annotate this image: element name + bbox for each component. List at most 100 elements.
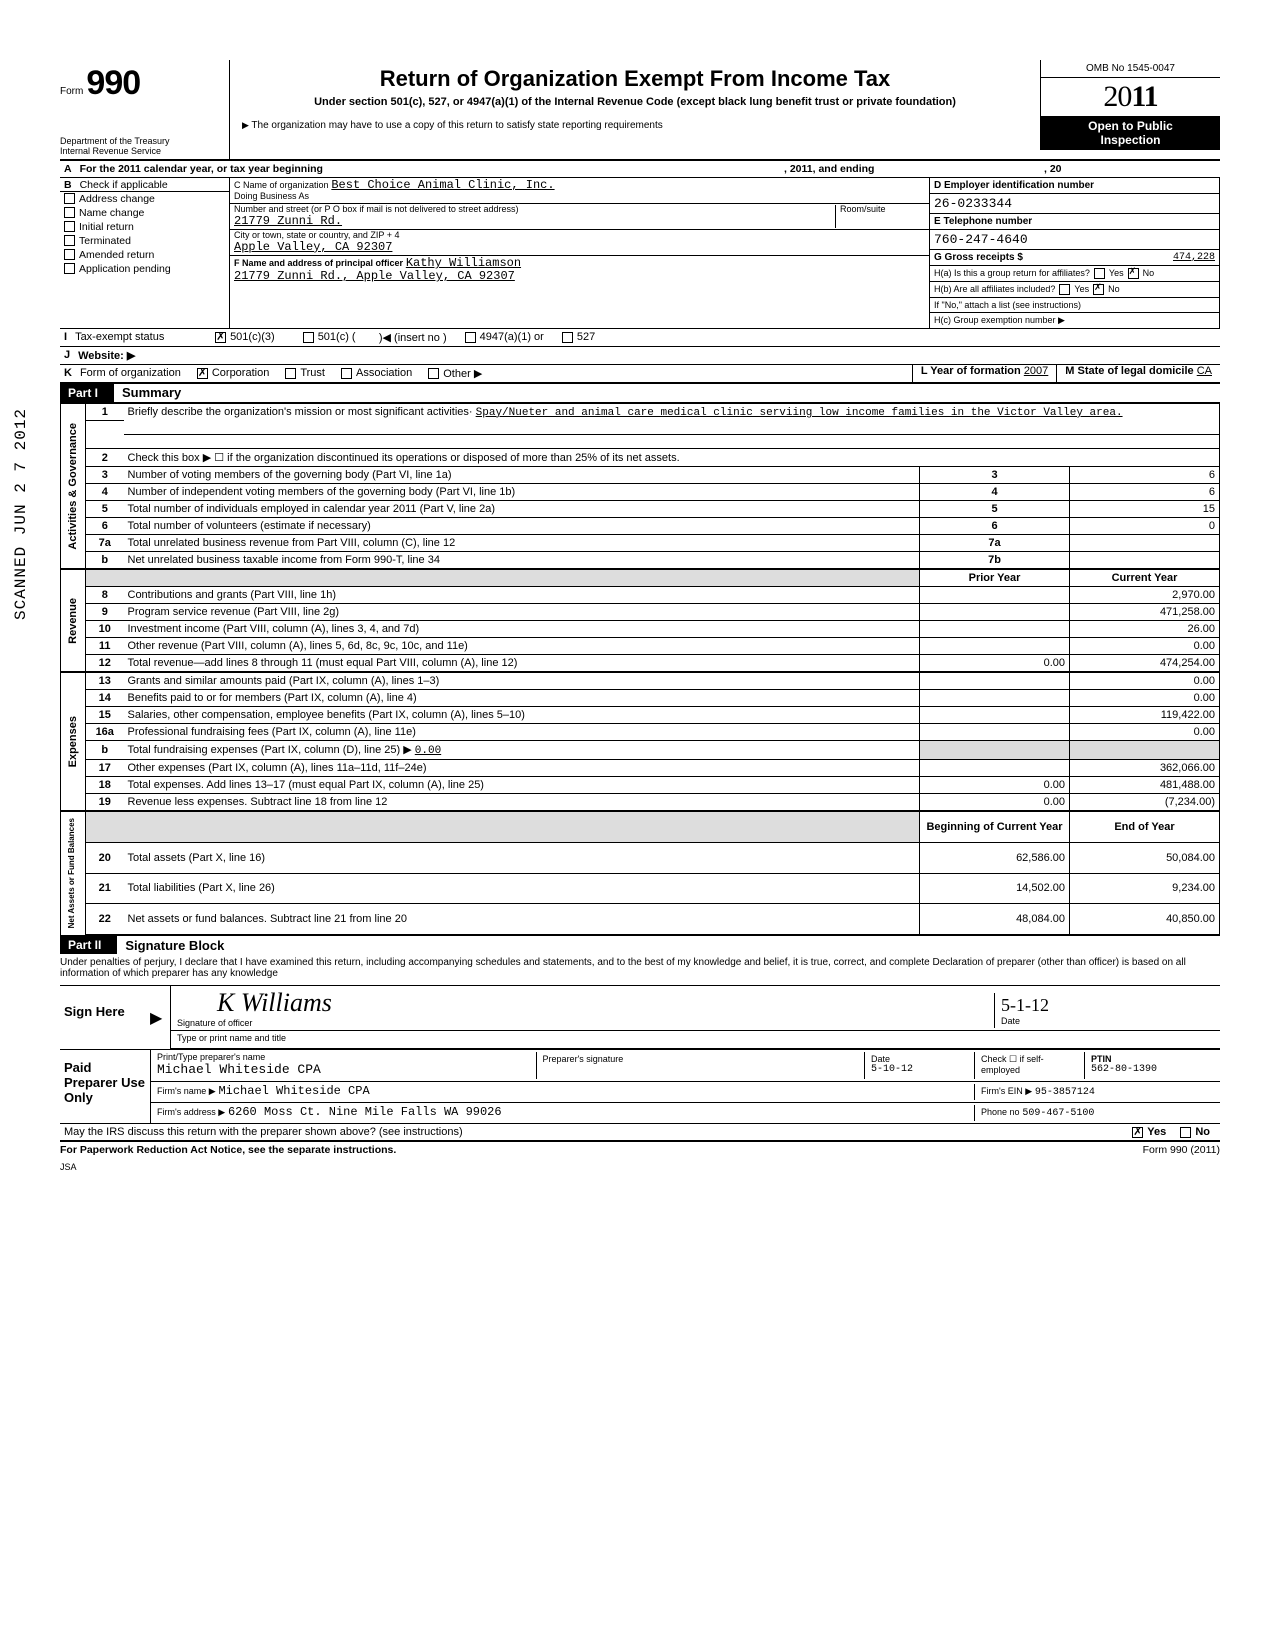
affiliates-note: If "No," attach a list (see instructions… xyxy=(930,298,1219,313)
firm-ein: 95-3857124 xyxy=(1035,1087,1095,1098)
officer-signature: K Williams xyxy=(177,988,994,1018)
line-4-desc: Number of independent voting members of … xyxy=(124,484,920,501)
line-10-current: 26.00 xyxy=(1070,621,1220,638)
vlabel-expenses: Expenses xyxy=(65,712,81,771)
line-22-desc: Net assets or fund balances. Subtract li… xyxy=(124,904,920,935)
chk-other[interactable]: Other ▶ xyxy=(424,365,486,382)
part-1-header: Part I Summary xyxy=(60,384,1220,402)
chk-501c3[interactable]: ✗ 501(c)(3) xyxy=(211,329,279,346)
chk-trust[interactable]: Trust xyxy=(281,365,329,382)
line-17-desc: Other expenses (Part IX, column (A), lin… xyxy=(124,760,920,777)
line-3-desc: Number of voting members of the governin… xyxy=(124,467,920,484)
self-employed-check[interactable]: Check ☐ if self-employed xyxy=(981,1054,1078,1075)
line-12-desc: Total revenue—add lines 8 through 11 (mu… xyxy=(124,655,920,673)
ptin-value: 562-80-1390 xyxy=(1091,1064,1208,1075)
chk-name-change[interactable]: Name change xyxy=(60,206,229,220)
officer-name: Kathy Williamson xyxy=(406,256,521,270)
row-i-tax-exempt: I Tax-exempt status ✗ 501(c)(3) 501(c) (… xyxy=(60,328,1220,347)
line-11-desc: Other revenue (Part VIII, column (A), li… xyxy=(124,638,920,655)
vlabel-revenue: Revenue xyxy=(65,594,81,648)
vlabel-governance: Activities & Governance xyxy=(65,419,81,554)
gross-receipts-label: G Gross receipts $ xyxy=(934,252,1023,263)
line-20-begin: 62,586.00 xyxy=(920,843,1070,874)
org-name: Best Choice Animal Clinic, Inc. xyxy=(331,178,554,192)
col-current-year: Current Year xyxy=(1070,569,1220,587)
line-19-desc: Revenue less expenses. Subtract line 18 … xyxy=(124,794,920,812)
line-12-prior: 0.00 xyxy=(920,655,1070,673)
scan-date-stamp: SCANNED JUN 2 7 2012 xyxy=(12,408,30,620)
year-formation-value: 2007 xyxy=(1024,365,1048,377)
dept-irs: Internal Revenue Service xyxy=(60,147,223,157)
dba-label: Doing Business As xyxy=(234,192,925,202)
vlabel-net-assets: Net Assets or Fund Balances xyxy=(65,814,78,932)
group-return-question[interactable]: H(a) Is this a group return for affiliat… xyxy=(930,266,1219,282)
footer-right: Form 990 (2011) xyxy=(1143,1144,1220,1156)
room-label: Room/suite xyxy=(840,205,925,215)
phone-label: E Telephone number xyxy=(934,216,1032,227)
line-22-begin: 48,084.00 xyxy=(920,904,1070,935)
line-4-value: 6 xyxy=(1070,484,1220,501)
type-name-label: Type or print name and title xyxy=(177,1033,286,1046)
form-990-page-1: SCANNED JUN 2 7 2012 Form 990 Department… xyxy=(60,60,1220,1172)
line-18-current: 481,488.00 xyxy=(1070,777,1220,794)
line-20-desc: Total assets (Part X, line 16) xyxy=(124,843,920,874)
entity-info-block: B Check if applicable Address change Nam… xyxy=(60,178,1220,328)
preparer-name: Michael Whiteside CPA xyxy=(157,1062,536,1077)
firm-name-label: Firm's name ▶ xyxy=(157,1086,216,1096)
chk-address-change[interactable]: Address change xyxy=(60,192,229,206)
line-16a-current: 0.00 xyxy=(1070,724,1220,741)
line-5-value: 15 xyxy=(1070,501,1220,518)
line-13-current: 0.00 xyxy=(1070,672,1220,690)
line-6-desc: Total number of volunteers (estimate if … xyxy=(124,518,920,535)
col-prior-year: Prior Year xyxy=(920,569,1070,587)
affiliates-question[interactable]: H(b) Are all affiliates included? Yes ✗N… xyxy=(930,282,1219,298)
officer-address: 21779 Zunni Rd., Apple Valley, CA 92307 xyxy=(234,270,925,283)
line-8-desc: Contributions and grants (Part VIII, lin… xyxy=(124,587,920,604)
tax-year: 2011 xyxy=(1041,78,1220,116)
row-j-website: J Website: ▶ xyxy=(60,347,1220,365)
firm-name: Michael Whiteside CPA xyxy=(218,1084,369,1098)
signature-date: 5-1-12 xyxy=(1001,995,1208,1016)
chk-corporation[interactable]: ✗ Corporation xyxy=(193,365,273,382)
chk-initial-return[interactable]: Initial return xyxy=(60,220,229,234)
line-14-current: 0.00 xyxy=(1070,690,1220,707)
paid-preparer-block: Paid Preparer Use Only Print/Type prepar… xyxy=(60,1049,1220,1123)
line-10-desc: Investment income (Part VIII, column (A)… xyxy=(124,621,920,638)
officer-label: F Name and address of principal officer xyxy=(234,258,403,268)
line-11-current: 0.00 xyxy=(1070,638,1220,655)
firm-address-label: Firm's address ▶ xyxy=(157,1107,225,1117)
chk-application-pending[interactable]: Application pending xyxy=(60,262,229,276)
line-17-current: 362,066.00 xyxy=(1070,760,1220,777)
line-16a-desc: Professional fundraising fees (Part IX, … xyxy=(124,724,920,741)
line-15-desc: Salaries, other compensation, employee b… xyxy=(124,707,920,724)
signature-date-label: Date xyxy=(1001,1016,1208,1026)
chk-association[interactable]: Association xyxy=(337,365,416,382)
open-to-public: Open to PublicInspection xyxy=(1041,116,1220,150)
firm-phone-label: Phone no xyxy=(981,1107,1020,1117)
form-header: Form 990 Department of the Treasury Inte… xyxy=(60,60,1220,161)
discuss-question-row[interactable]: May the IRS discuss this return with the… xyxy=(60,1123,1220,1142)
line-3-value: 6 xyxy=(1070,467,1220,484)
col-end-year: End of Year xyxy=(1070,811,1220,842)
part-1-table: Activities & Governance 1 Briefly descri… xyxy=(60,402,1220,936)
gross-receipts-value: 474,228 xyxy=(1027,252,1215,263)
line-14-desc: Benefits paid to or for members (Part IX… xyxy=(124,690,920,707)
chk-terminated[interactable]: Terminated xyxy=(60,234,229,248)
line-7a-desc: Total unrelated business revenue from Pa… xyxy=(124,535,920,552)
mission-text: Spay/Nueter and animal care medical clin… xyxy=(476,407,1123,419)
chk-amended-return[interactable]: Amended return xyxy=(60,248,229,262)
year-formation-label: L Year of formation xyxy=(921,365,1021,377)
line-9-desc: Program service revenue (Part VIII, line… xyxy=(124,604,920,621)
form-note: The organization may have to use a copy … xyxy=(238,120,1032,131)
chk-4947[interactable]: 4947(a)(1) or xyxy=(461,329,548,346)
signature-label: Signature of officer xyxy=(177,1018,994,1028)
line-19-current: (7,234.00) xyxy=(1070,794,1220,812)
col-begin-year: Beginning of Current Year xyxy=(920,811,1070,842)
chk-527[interactable]: 527 xyxy=(558,329,599,346)
chk-501c[interactable]: 501(c) ( )◀ (insert no ) xyxy=(299,329,451,346)
preparer-name-label: Print/Type preparer's name xyxy=(157,1052,536,1062)
line-13-desc: Grants and similar amounts paid (Part IX… xyxy=(124,672,920,690)
city-value: Apple Valley, CA 92307 xyxy=(234,241,925,254)
sign-here-block: Sign Here ▶ K Williams Signature of offi… xyxy=(60,986,1220,1049)
line-5-desc: Total number of individuals employed in … xyxy=(124,501,920,518)
